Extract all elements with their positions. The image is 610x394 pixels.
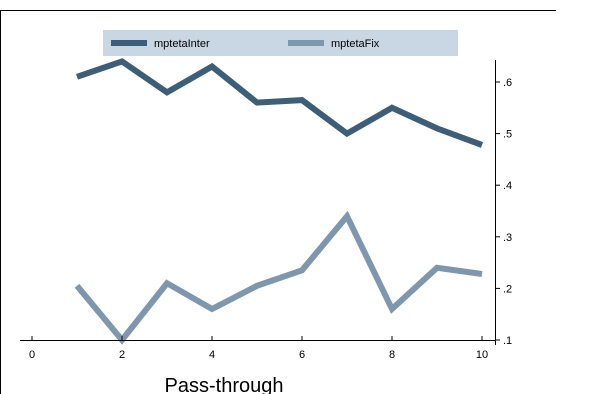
x-axis: 0 2 4 6 8 10 (20, 336, 495, 361)
y-tick-label-.4: .4 (503, 180, 512, 192)
y-tick-label-.3: .3 (503, 232, 512, 244)
series-line-mptetaInter (76, 58, 484, 148)
plot-frame (0, 10, 556, 394)
x-tick-label-2: 2 (119, 349, 125, 361)
legend-label-mptetaFix: mptetaFix (331, 38, 380, 50)
x-tick-label-0: 0 (29, 349, 35, 361)
x-tick-label-10: 10 (476, 349, 488, 361)
y-tick-label-.6: .6 (503, 77, 512, 89)
y-tick-label-.2: .2 (503, 283, 512, 295)
x-tick-label-6: 6 (299, 349, 305, 361)
y-tick-label-.1: .1 (503, 335, 512, 347)
legend-label-mptetaInter: mptetaInter (154, 38, 210, 50)
y-axis: .1 .2 .3 .4 .5 .6 (495, 60, 512, 347)
series-lines (74, 58, 484, 345)
x-axis-title: Pass-through (165, 375, 284, 394)
series-line-mptetaFix (74, 210, 483, 345)
x-tick-label-8: 8 (389, 349, 395, 361)
x-tick-label-4: 4 (209, 349, 215, 361)
legend: mptetaInter mptetaFix (103, 30, 458, 56)
y-tick-label-.5: .5 (503, 129, 512, 141)
legend-box (103, 30, 458, 56)
